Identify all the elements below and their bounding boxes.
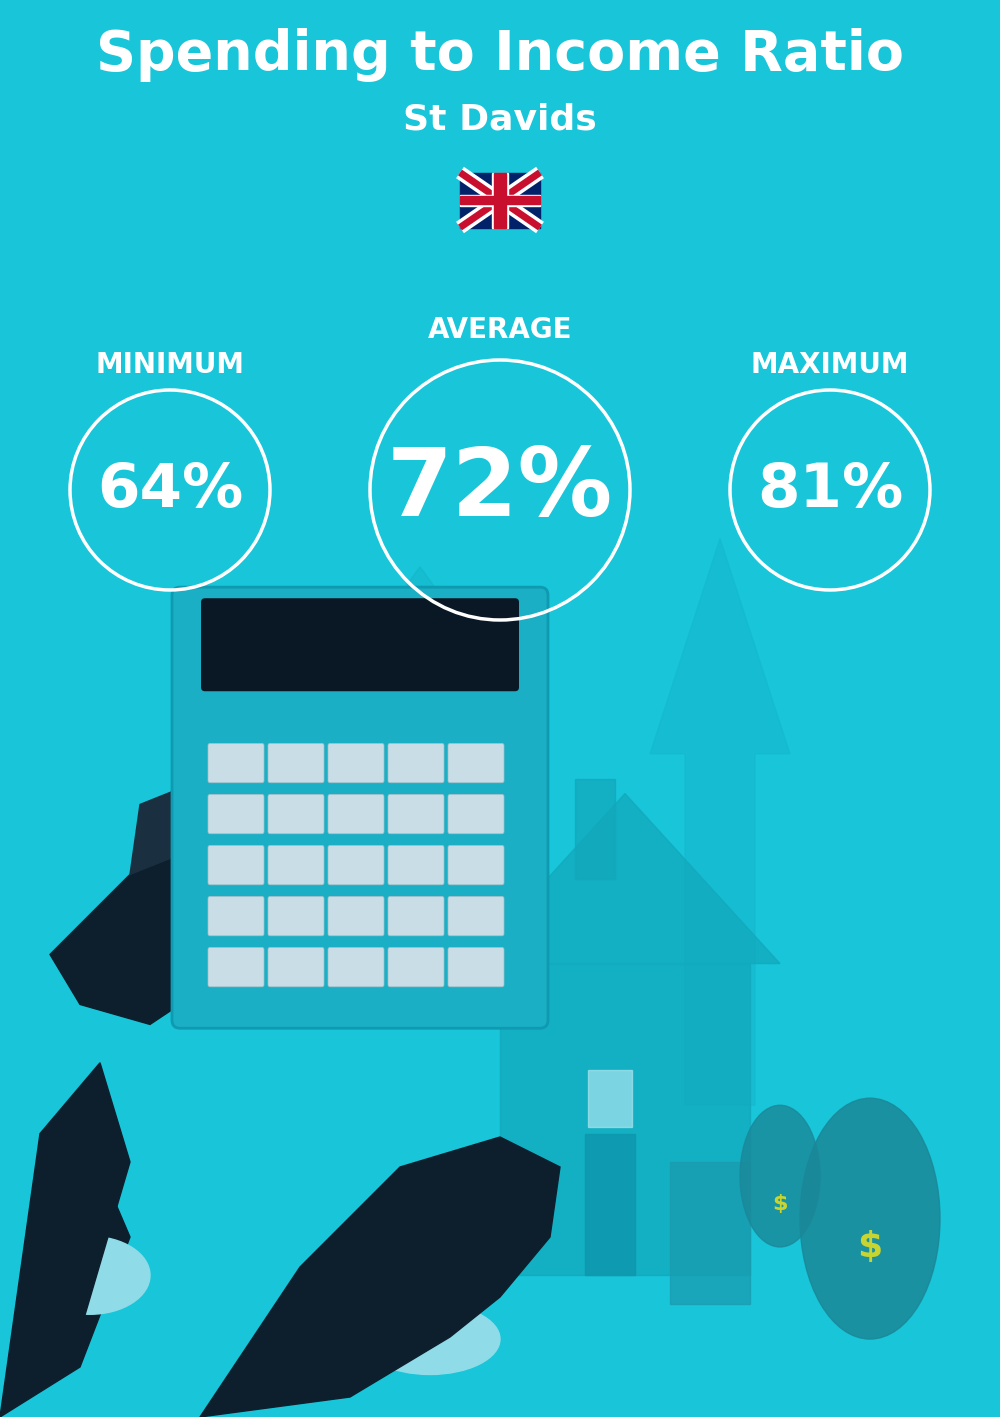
Text: 81%: 81% — [757, 461, 903, 520]
FancyBboxPatch shape — [328, 948, 384, 986]
Polygon shape — [200, 1136, 560, 1417]
FancyBboxPatch shape — [328, 846, 384, 884]
Bar — [494, 173, 506, 228]
FancyBboxPatch shape — [208, 744, 264, 782]
Bar — [588, 1070, 632, 1127]
FancyBboxPatch shape — [328, 744, 384, 782]
Bar — [460, 196, 540, 204]
FancyBboxPatch shape — [201, 598, 519, 691]
FancyBboxPatch shape — [328, 795, 384, 833]
FancyBboxPatch shape — [208, 948, 264, 986]
Text: AVERAGE: AVERAGE — [428, 316, 572, 344]
Bar — [460, 173, 540, 228]
Bar — [492, 173, 508, 228]
FancyBboxPatch shape — [388, 948, 444, 986]
Ellipse shape — [360, 1304, 500, 1374]
Bar — [670, 1162, 750, 1304]
FancyBboxPatch shape — [388, 744, 444, 782]
FancyBboxPatch shape — [268, 948, 324, 986]
Polygon shape — [0, 1063, 130, 1417]
Ellipse shape — [30, 1236, 150, 1315]
Ellipse shape — [740, 1105, 820, 1247]
FancyBboxPatch shape — [448, 948, 504, 986]
FancyBboxPatch shape — [268, 846, 324, 884]
Polygon shape — [470, 794, 780, 964]
Text: 72%: 72% — [387, 444, 613, 536]
FancyBboxPatch shape — [448, 795, 504, 833]
Text: 64%: 64% — [97, 461, 243, 520]
Text: $: $ — [772, 1195, 788, 1214]
Ellipse shape — [800, 1098, 940, 1339]
Text: $: $ — [857, 1230, 883, 1264]
Bar — [460, 194, 540, 205]
FancyBboxPatch shape — [328, 897, 384, 935]
Polygon shape — [130, 785, 200, 874]
Bar — [575, 779, 615, 879]
FancyBboxPatch shape — [448, 744, 504, 782]
FancyBboxPatch shape — [448, 897, 504, 935]
FancyBboxPatch shape — [268, 897, 324, 935]
FancyBboxPatch shape — [208, 897, 264, 935]
FancyBboxPatch shape — [268, 744, 324, 782]
Polygon shape — [650, 538, 790, 1105]
FancyBboxPatch shape — [388, 846, 444, 884]
Polygon shape — [0, 1168, 130, 1417]
FancyBboxPatch shape — [448, 846, 504, 884]
FancyBboxPatch shape — [208, 795, 264, 833]
Text: MAXIMUM: MAXIMUM — [751, 351, 909, 378]
Polygon shape — [330, 567, 510, 893]
Bar — [500, 964, 750, 1275]
FancyBboxPatch shape — [268, 795, 324, 833]
Text: MINIMUM: MINIMUM — [96, 351, 244, 378]
Text: St Davids: St Davids — [403, 103, 597, 137]
FancyBboxPatch shape — [388, 897, 444, 935]
FancyBboxPatch shape — [172, 587, 548, 1029]
Polygon shape — [50, 815, 260, 1024]
FancyBboxPatch shape — [388, 795, 444, 833]
Bar — [585, 1134, 635, 1275]
FancyBboxPatch shape — [208, 846, 264, 884]
Text: Spending to Income Ratio: Spending to Income Ratio — [96, 28, 904, 82]
